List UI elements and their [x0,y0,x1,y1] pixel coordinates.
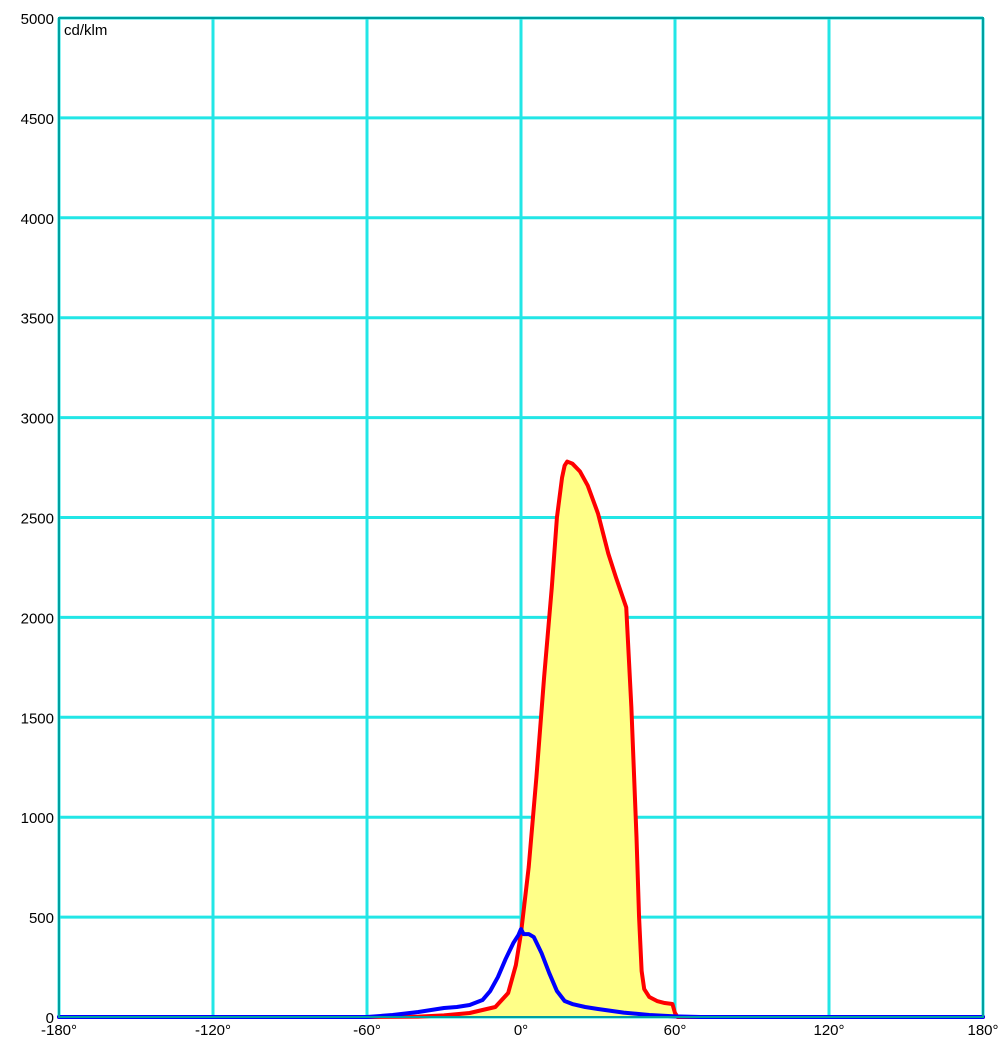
x-tick-label: 120° [813,1022,844,1039]
x-axis-ticks: -180° -120° -60° 0° 60° 120° 180° [41,1022,999,1039]
x-tick-label: -180° [41,1022,77,1039]
y-tick-label: 3500 [21,311,54,328]
y-tick-label: 3000 [21,411,54,428]
y-tick-label: 500 [29,910,54,927]
y-axis-ticks: 0 500 1000 1500 2000 2500 3000 3500 4000 4500 5000 [21,11,54,1027]
x-tick-label: -120° [195,1022,231,1039]
y-tick-label: 4500 [21,111,54,128]
y-tick-label: 5000 [21,11,54,28]
x-tick-label: 180° [967,1022,998,1039]
y-tick-label: 2500 [21,511,54,528]
series-line-1 [57,927,985,1019]
x-tick-label: 60° [664,1022,687,1039]
y-tick-label: 4000 [21,211,54,228]
y-tick-label: 2000 [21,610,54,627]
y-tick-label: 1500 [21,710,54,727]
x-tick-label: -60° [353,1022,381,1039]
plot-frame [58,17,984,1018]
series-layer [57,459,985,1019]
unit-label: cd/klm [64,22,107,39]
series-line-0 [57,459,985,1019]
x-tick-label: 0° [514,1022,528,1039]
y-tick-label: 0 [46,1010,54,1027]
y-tick-label: 1000 [21,810,54,827]
plot-border [58,17,984,1018]
